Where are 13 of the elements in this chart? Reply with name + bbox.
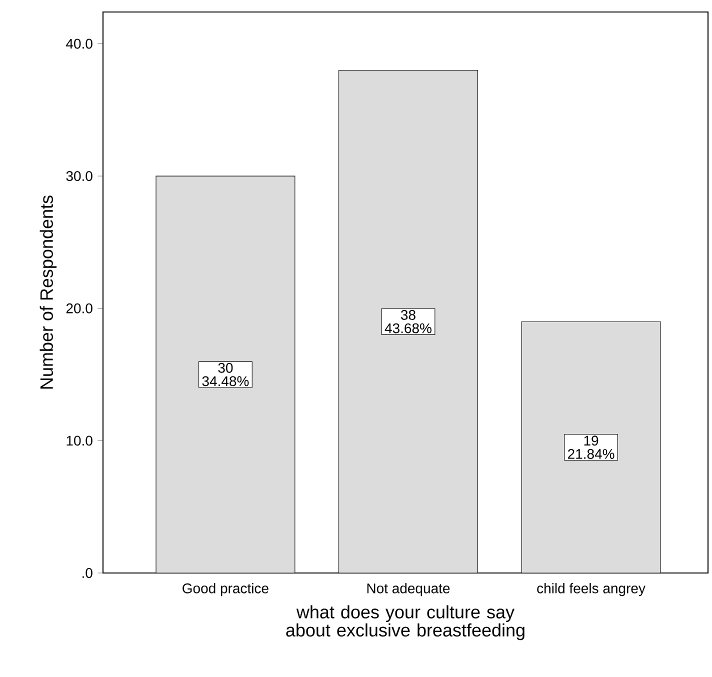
x-tick-label: child feels angrey bbox=[537, 583, 646, 596]
y-tick-label: 40.0 bbox=[66, 38, 92, 49]
data-label: 38 43.68% bbox=[384, 310, 432, 334]
y-tick-label: .0 bbox=[82, 568, 92, 578]
x-axis-title: what does your culture say about exclusive breastfeeding bbox=[286, 605, 524, 640]
x-tick-label: Good practice bbox=[182, 583, 268, 596]
y-tick-label: 20.0 bbox=[66, 303, 92, 314]
data-label: 30 34.48% bbox=[202, 362, 249, 386]
y-tick-label: 10.0 bbox=[66, 436, 92, 446]
data-label: 19 21.84% bbox=[568, 436, 614, 459]
y-axis-title: Number of Respondents bbox=[40, 196, 57, 389]
x-tick-label: Not adequate bbox=[367, 583, 450, 596]
y-tick-label: 30.0 bbox=[66, 171, 92, 182]
